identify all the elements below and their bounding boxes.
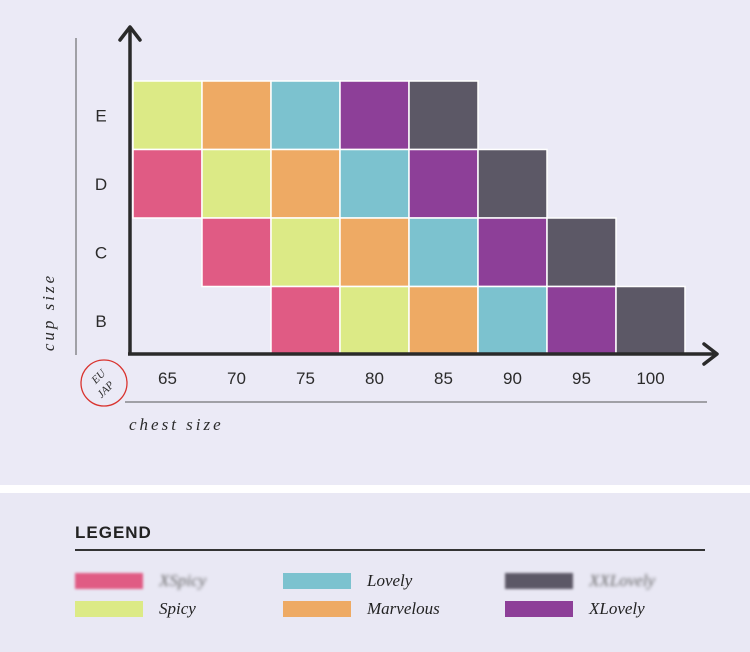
cell-d-85 — [408, 148, 479, 219]
chart-panel: B C D E 65 70 75 80 85 90 95 100 cup size chest size E… — [39, 25, 719, 434]
legend-item-xlovely: XLovely — [505, 599, 645, 619]
cell-b-85 — [408, 285, 479, 356]
y-tick-label-e: E — [95, 106, 106, 125]
x-tick-label-90: 90 — [503, 369, 522, 388]
legend-label-xlovely: XLovely — [589, 599, 645, 618]
legend-title: LEGEND — [75, 523, 152, 542]
legend-swatch-marvelous — [283, 601, 351, 617]
legend-item-spicy: Spicy — [75, 599, 196, 619]
legend-swatch-lovely — [283, 573, 351, 589]
cell-c-95 — [546, 217, 617, 288]
region-badge-circle — [80, 359, 128, 407]
legend-swatch-xxlovely — [505, 573, 573, 589]
x-axis-title: chest size — [129, 415, 224, 434]
cell-b-100 — [615, 285, 686, 356]
y-tick-label-d: D — [95, 175, 107, 194]
legend-swatch-spicy — [75, 601, 143, 617]
cell-c-85 — [408, 217, 479, 288]
x-tick-label-100: 100 — [636, 369, 664, 388]
cell-e-75 — [270, 80, 341, 151]
legend-panel: LEGEND XSpicy Spicy Lovely Marvelous XXL… — [0, 493, 750, 652]
cell-c-90 — [477, 217, 548, 288]
x-tick-label-85: 85 — [434, 369, 453, 388]
cell-b-95 — [546, 285, 617, 356]
cell-c-70 — [201, 217, 272, 288]
x-tick-label-80: 80 — [365, 369, 384, 388]
cell-e-70 — [201, 80, 272, 151]
cell-c-75 — [270, 217, 341, 288]
legend-swatch-xlovely — [505, 601, 573, 617]
legend-label-lovely: Lovely — [367, 571, 413, 590]
y-tick-label-c: C — [95, 243, 107, 262]
cell-b-75 — [270, 285, 341, 356]
legend-item-xspicy: XSpicy — [75, 571, 206, 591]
cell-e-80 — [339, 80, 410, 151]
cell-d-70 — [201, 148, 272, 219]
legend-label-marvelous: Marvelous — [367, 599, 440, 618]
legend-swatch-xspicy — [75, 573, 143, 589]
section-divider — [0, 485, 750, 493]
x-tick-label-65: 65 — [158, 369, 177, 388]
cell-e-65 — [132, 80, 203, 151]
cell-d-90 — [477, 148, 548, 219]
x-tick-label-75: 75 — [296, 369, 315, 388]
y-axis-arrow — [118, 25, 142, 42]
legend-label-xspicy: XSpicy — [159, 571, 207, 590]
legend-item-lovely: Lovely — [283, 571, 412, 591]
x-axis-arrow — [702, 342, 719, 366]
cell-b-90 — [477, 285, 548, 356]
legend-label-spicy: Spicy — [159, 599, 196, 618]
legend-item-marvelous: Marvelous — [283, 599, 440, 619]
y-axis-title: cup size — [39, 273, 58, 351]
legend-label-xxlovely: XXLovely — [589, 571, 656, 590]
x-tick-label-70: 70 — [227, 369, 246, 388]
cell-e-85 — [408, 80, 479, 151]
cell-d-80 — [339, 148, 410, 219]
cell-d-65 — [132, 148, 203, 219]
x-tick-label-95: 95 — [572, 369, 591, 388]
cell-b-80 — [339, 285, 410, 356]
y-tick-label-b: B — [95, 312, 106, 331]
legend-divider — [75, 549, 705, 551]
cell-c-80 — [339, 217, 410, 288]
cell-d-75 — [270, 148, 341, 219]
legend-item-xxlovely: XXLovely — [505, 571, 655, 591]
